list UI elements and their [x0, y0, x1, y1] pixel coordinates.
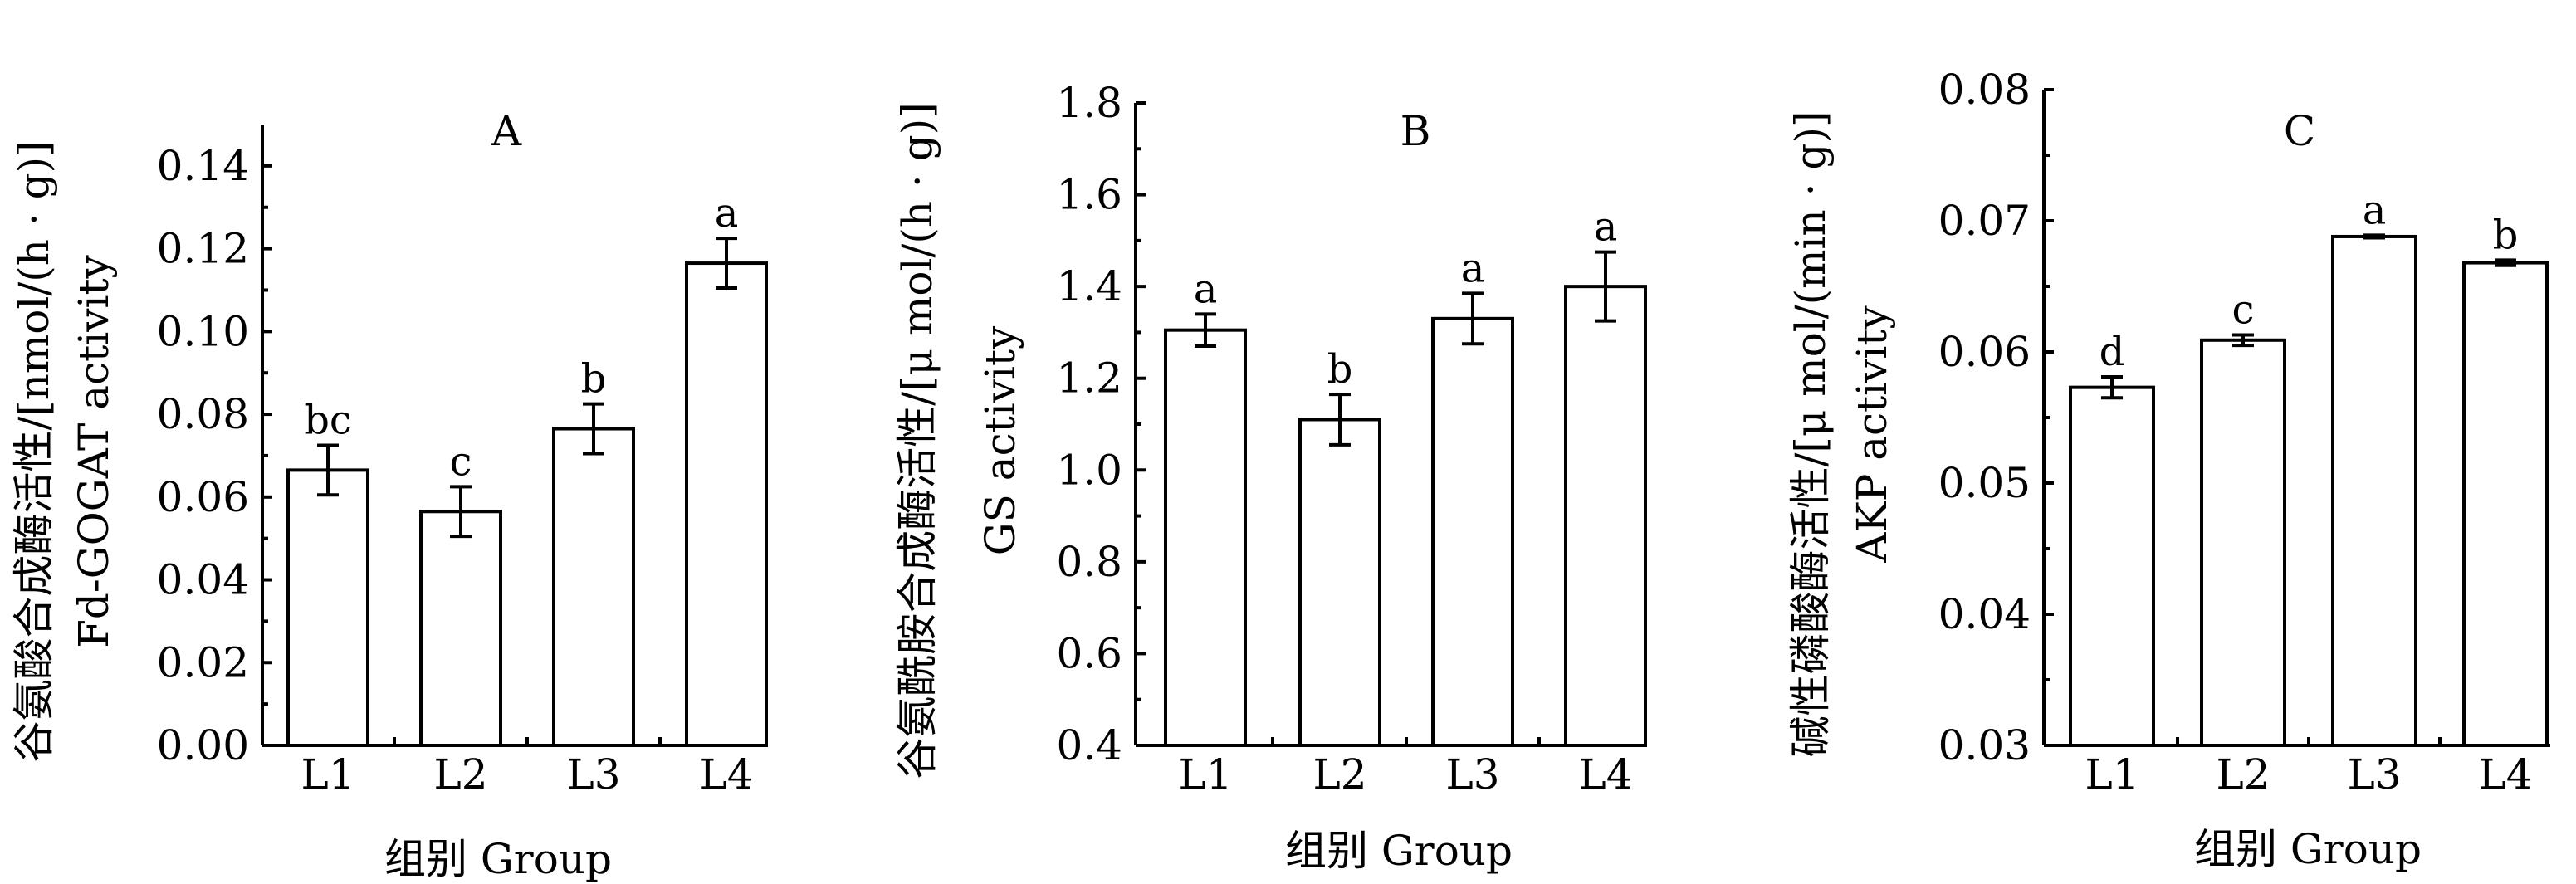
bar: [2462, 261, 2549, 747]
y-tick-label: 0.02: [157, 638, 249, 686]
chart-panel-a: 0.00 0.02 0.04 0.06 0.08 0.10 0.12 0.14 bc L1 c L2 b…: [10, 107, 768, 883]
y-tick-label: 1.6: [1056, 171, 1122, 219]
panel-letter: C: [2284, 107, 2315, 155]
bar: [1164, 328, 1247, 747]
chart-panel-b: 0.4 0.6 0.8 1.0 1.2 1.4 1.6 1.8 a L1 b L2 a L3 a L4 B 组别 …: [893, 79, 1647, 875]
bar: [1298, 418, 1381, 747]
x-tick-label: L3: [2347, 750, 2401, 799]
bar: [2200, 338, 2286, 747]
bar: [1431, 316, 1514, 748]
x-tick-label: L3: [1445, 750, 1499, 799]
y-axis-title-zh: 谷氨酸合成酶活性/[nmol/(h · g)]: [10, 140, 58, 762]
y-tick-label: 0.6: [1056, 629, 1122, 677]
y-axis-title-en: AKP activity: [1848, 305, 1896, 564]
x-axis-title: 组别 Group: [2194, 825, 2422, 873]
y-tick-label: 0.10: [157, 307, 249, 355]
x-tick-label: L2: [1312, 750, 1366, 799]
x-tick-label: L1: [1178, 750, 1232, 799]
y-axis-title-en: Fd-GOGAT activity: [70, 254, 118, 647]
y-axis-title-en: GS activity: [976, 325, 1024, 555]
x-tick-label: L1: [2085, 750, 2139, 799]
bar: [1564, 285, 1647, 747]
chart-panel-c: 0.03 0.04 0.05 0.06 0.07 0.08 d L1 c L2 a L3 b L4 C 组别 …: [1787, 66, 2550, 873]
bar: [552, 427, 635, 748]
y-tick-label: 0.00: [157, 721, 249, 769]
y-tick-label: 0.06: [1938, 328, 2031, 376]
panel-letter: B: [1400, 107, 1431, 155]
significance-label: c: [2232, 286, 2255, 333]
y-tick-label: 0.05: [1938, 459, 2031, 507]
y-tick-label: 0.03: [1938, 721, 2031, 769]
bar: [286, 468, 369, 747]
y-axis-title-zh: 谷氨酰胺合成酶活性/[μ mol/(h · g)]: [893, 102, 941, 779]
y-tick-label: 0.8: [1056, 538, 1122, 586]
x-tick-label: L1: [301, 750, 354, 799]
bar: [2069, 385, 2155, 747]
y-tick-label: 0.04: [157, 556, 249, 604]
significance-label: b: [1327, 346, 1353, 393]
significance-label: a: [1194, 266, 1218, 312]
x-axis-title: 组别 Group: [1285, 827, 1513, 875]
y-tick-label: 0.14: [157, 142, 249, 190]
y-tick-label: 1.8: [1056, 79, 1122, 127]
panel-letter: A: [491, 107, 522, 155]
significance-label: a: [2363, 187, 2387, 233]
x-tick-label: L4: [2478, 750, 2532, 799]
significance-label: bc: [304, 397, 352, 443]
y-tick-label: 1.4: [1056, 262, 1122, 310]
bar: [419, 510, 502, 748]
y-axis-title-zh: 碱性磷酸酶活性/[μ mol/(min · g)]: [1787, 111, 1835, 758]
y-tick-label: 0.07: [1938, 197, 2031, 245]
y-tick-label: 0.12: [157, 225, 249, 273]
y-tick-label: 1.2: [1056, 354, 1122, 403]
y-tick-label: 0.4: [1056, 721, 1122, 769]
y-tick-label: 0.08: [157, 390, 249, 438]
significance-label: b: [2493, 212, 2519, 258]
x-tick-label: L3: [566, 750, 620, 799]
significance-label: a: [1461, 245, 1485, 291]
x-axis-title: 组别 Group: [384, 835, 612, 883]
significance-label: a: [715, 190, 739, 237]
y-tick-label: 1.0: [1056, 446, 1122, 494]
x-tick-label: L4: [1578, 750, 1632, 799]
significance-label: d: [2099, 329, 2125, 375]
x-tick-label: L4: [699, 750, 753, 799]
y-tick-label: 0.04: [1938, 590, 2031, 638]
significance-label: a: [1594, 204, 1618, 251]
bar: [2331, 234, 2417, 747]
y-tick-label: 0.06: [157, 473, 249, 521]
significance-label: c: [450, 438, 472, 485]
bar: [685, 261, 768, 747]
y-tick-label: 0.08: [1938, 66, 2031, 114]
x-tick-label: L2: [433, 750, 487, 799]
x-tick-label: L2: [2216, 750, 2270, 799]
significance-label: b: [581, 356, 607, 403]
